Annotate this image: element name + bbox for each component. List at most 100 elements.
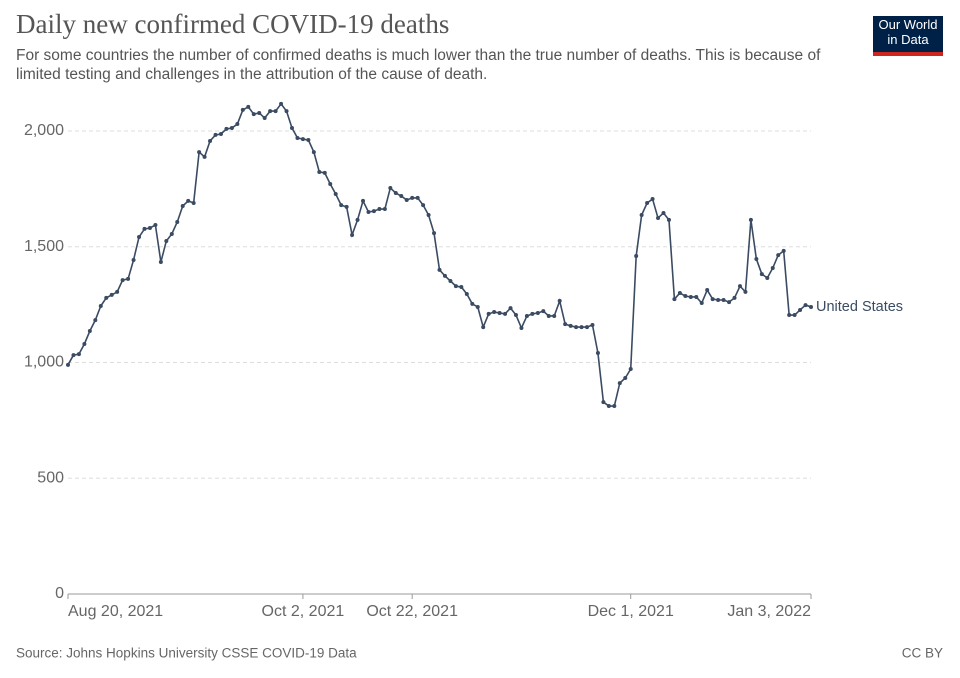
- data-point: [251, 112, 256, 117]
- data-point: [377, 207, 382, 212]
- data-point: [76, 352, 81, 357]
- data-point: [361, 198, 366, 203]
- data-point: [672, 297, 677, 302]
- data-point: [492, 310, 497, 315]
- data-point: [82, 341, 87, 346]
- data-point: [710, 297, 715, 302]
- x-tick-label: Dec 1, 2021: [588, 603, 674, 620]
- data-point: [213, 132, 218, 137]
- y-tick-label: 0: [55, 585, 64, 602]
- data-point: [699, 301, 704, 306]
- data-point: [732, 295, 737, 300]
- data-point: [153, 222, 158, 227]
- data-point: [131, 257, 136, 262]
- logo[interactable]: Our World in Data: [878, 17, 938, 47]
- x-tick-label: Jan 3, 2022: [727, 603, 811, 620]
- chart-title: Daily new confirmed COVID-19 deaths: [16, 9, 449, 39]
- data-point: [180, 204, 185, 209]
- data-point: [311, 150, 316, 155]
- data-point: [71, 353, 76, 358]
- data-point: [781, 248, 786, 253]
- data-point: [743, 289, 748, 294]
- data-point: [432, 231, 437, 236]
- data-point: [350, 232, 355, 237]
- data-point: [175, 219, 180, 224]
- data-point: [530, 311, 535, 316]
- data-point: [126, 276, 131, 281]
- series-line: [67, 102, 812, 407]
- data-point: [612, 404, 617, 409]
- data-point: [268, 109, 273, 114]
- data-point: [109, 292, 114, 297]
- logo-bar: [873, 52, 943, 56]
- x-tick-label: Oct 2, 2021: [262, 603, 345, 620]
- data-point: [317, 169, 322, 174]
- data-point: [142, 226, 147, 231]
- data-point: [809, 304, 813, 309]
- data-point: [366, 210, 371, 215]
- data-point: [186, 198, 191, 203]
- y-tick-label: 1,000: [24, 354, 64, 371]
- data-point: [716, 297, 721, 302]
- subtitle-box: For some countries the number of confirm…: [16, 47, 821, 83]
- data-point: [98, 304, 103, 309]
- data-point: [202, 154, 207, 159]
- data-point: [677, 291, 682, 296]
- data-point: [688, 294, 693, 299]
- data-point: [191, 200, 196, 205]
- data-point: [798, 307, 803, 312]
- data-point: [508, 306, 513, 311]
- data-point: [557, 298, 562, 303]
- data-point: [284, 109, 289, 114]
- data-point: [344, 204, 349, 209]
- data-point: [87, 329, 92, 334]
- logo-box: [873, 16, 943, 54]
- data-point: [229, 125, 234, 130]
- y-tick-label: 2,000: [24, 122, 64, 139]
- data-point: [513, 313, 518, 318]
- data-point: [546, 313, 551, 318]
- data-point: [568, 323, 573, 328]
- data-point: [639, 213, 644, 218]
- data-point: [257, 110, 262, 115]
- data-point: [481, 325, 486, 330]
- data-point: [765, 276, 770, 281]
- data-point: [759, 272, 764, 277]
- data-point: [273, 109, 278, 114]
- x-tick-label: Aug 20, 2021: [68, 603, 163, 620]
- data-point: [748, 217, 753, 222]
- data-point: [246, 104, 251, 109]
- data-point: [787, 313, 792, 318]
- data-point: [120, 278, 125, 283]
- logo-text-box: Our World in Data: [878, 17, 938, 47]
- data-point: [295, 135, 300, 140]
- data-point: [197, 150, 202, 155]
- data-point: [645, 200, 650, 205]
- source: Source: Johns Hopkins University CSSE CO…: [16, 646, 357, 661]
- data-point: [224, 126, 229, 131]
- data-point: [606, 404, 611, 409]
- series-label: United States: [816, 299, 903, 315]
- chart-subtitle: For some countries the number of confirm…: [16, 47, 821, 83]
- y-tick-label: 1,500: [24, 238, 64, 255]
- data-point: [328, 182, 333, 187]
- data-point: [475, 304, 480, 309]
- data-point: [137, 235, 142, 240]
- data-point: [497, 310, 502, 315]
- data-point: [404, 197, 409, 202]
- data-point: [448, 279, 453, 284]
- data-point: [601, 400, 606, 405]
- data-point: [623, 376, 628, 381]
- data-point: [158, 260, 163, 265]
- data-point: [306, 138, 311, 143]
- data-point: [371, 209, 376, 214]
- data-point: [541, 309, 546, 314]
- data-point: [426, 213, 431, 218]
- data-point: [279, 101, 284, 106]
- data-point: [519, 326, 524, 331]
- data-point: [770, 266, 775, 271]
- data-point: [169, 232, 174, 237]
- data-point: [93, 318, 98, 323]
- data-point: [666, 217, 671, 222]
